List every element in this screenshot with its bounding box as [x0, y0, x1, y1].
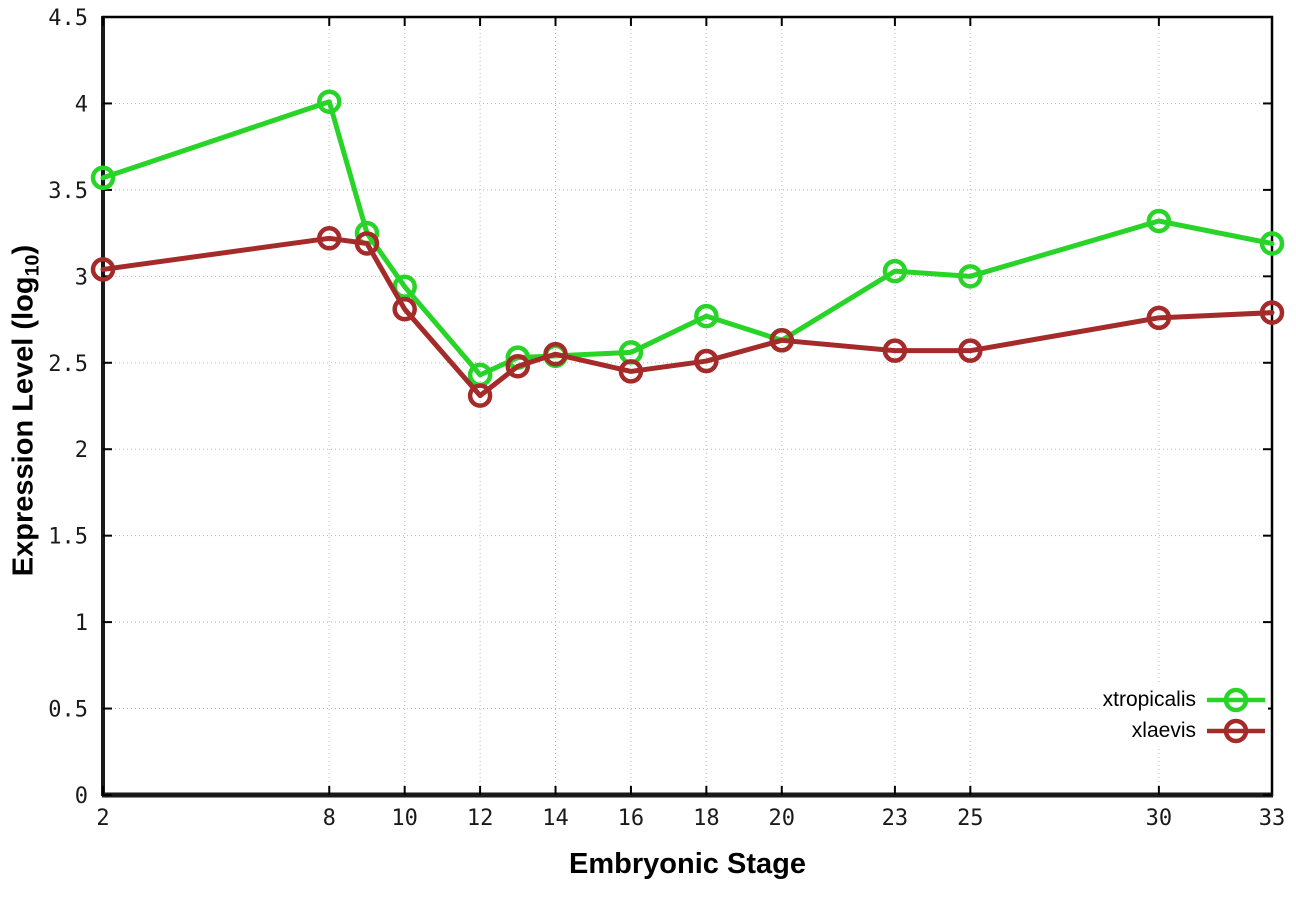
y-tick-label: 2	[75, 438, 88, 463]
series-line-xtropicalis	[100, 99, 1275, 378]
x-axis-title: Embryonic Stage	[569, 848, 806, 880]
data-point-xtropicalis	[694, 303, 719, 329]
data-point-xtropicalis	[90, 165, 116, 191]
x-tick-label: 16	[618, 806, 645, 831]
data-point-xlaevis	[958, 338, 983, 363]
legend-item-xlaevis: xlaevis	[1102, 715, 1268, 746]
plot-border	[101, 15, 1274, 797]
data-point-xlaevis	[354, 231, 380, 256]
x-tick-label: 20	[769, 806, 796, 831]
y-tick-label: 3.5	[48, 179, 88, 204]
y-tick-label: 2.5	[48, 352, 88, 377]
legend-line-marker-icon	[1207, 687, 1265, 712]
data-point-xlaevis	[505, 353, 531, 379]
legend: xtropicalis xlaevis	[1102, 684, 1268, 746]
y-axis-title-subscript: 10	[21, 254, 44, 277]
data-point-xlaevis	[694, 348, 719, 374]
y-tick-label: 1.5	[48, 525, 88, 550]
y-tick-label: 0.5	[48, 698, 88, 723]
x-tick-label: 18	[693, 806, 720, 831]
legend-line-marker-icon	[1207, 718, 1265, 743]
data-point-xtropicalis	[392, 274, 417, 299]
x-tick-label: 12	[467, 806, 494, 831]
data-point-xtropicalis	[1259, 231, 1285, 256]
x-tick-label: 33	[1259, 806, 1286, 831]
x-tick-label: 8	[323, 806, 336, 831]
legend-item-xtropicalis: xtropicalis	[1102, 684, 1268, 715]
data-point-xlaevis	[882, 338, 908, 363]
data-point-xlaevis	[392, 296, 417, 322]
y-axis-title-suffix: )	[7, 244, 40, 255]
data-point-xlaevis	[1259, 300, 1285, 325]
data-point-xtropicalis	[958, 264, 983, 289]
series-line-xlaevis	[100, 235, 1275, 399]
legend-label: xlaevis	[1131, 718, 1196, 742]
data-point-xlaevis	[90, 257, 116, 282]
data-point-xlaevis	[1146, 305, 1172, 331]
x-tick-label: 14	[542, 806, 569, 831]
y-tick-label: 4	[75, 92, 88, 117]
y-tick-label: 4.5	[48, 6, 88, 31]
x-tick-label: 25	[957, 806, 984, 831]
y-tick-label: 3	[75, 265, 88, 290]
data-point-xlaevis	[467, 383, 493, 408]
legend-label: xtropicalis	[1102, 687, 1196, 711]
y-axis-title-text: Expression Level (log	[7, 276, 40, 577]
x-tick-label: 10	[391, 806, 418, 831]
data-point-xlaevis	[543, 341, 568, 367]
y-axis-title: Expression Level (log10)	[8, 21, 45, 801]
data-point-xlaevis	[317, 226, 342, 251]
data-point-xlaevis	[618, 359, 644, 384]
data-point-xtropicalis	[882, 258, 908, 284]
x-tick-label: 2	[96, 806, 109, 831]
x-tick-label: 23	[882, 806, 909, 831]
data-point-xtropicalis	[1146, 208, 1172, 234]
y-tick-label: 1	[75, 611, 88, 636]
y-tick-label: 0	[75, 784, 88, 809]
data-point-xtropicalis	[317, 89, 342, 114]
data-point-xlaevis	[769, 328, 795, 353]
x-tick-label: 30	[1146, 806, 1173, 831]
